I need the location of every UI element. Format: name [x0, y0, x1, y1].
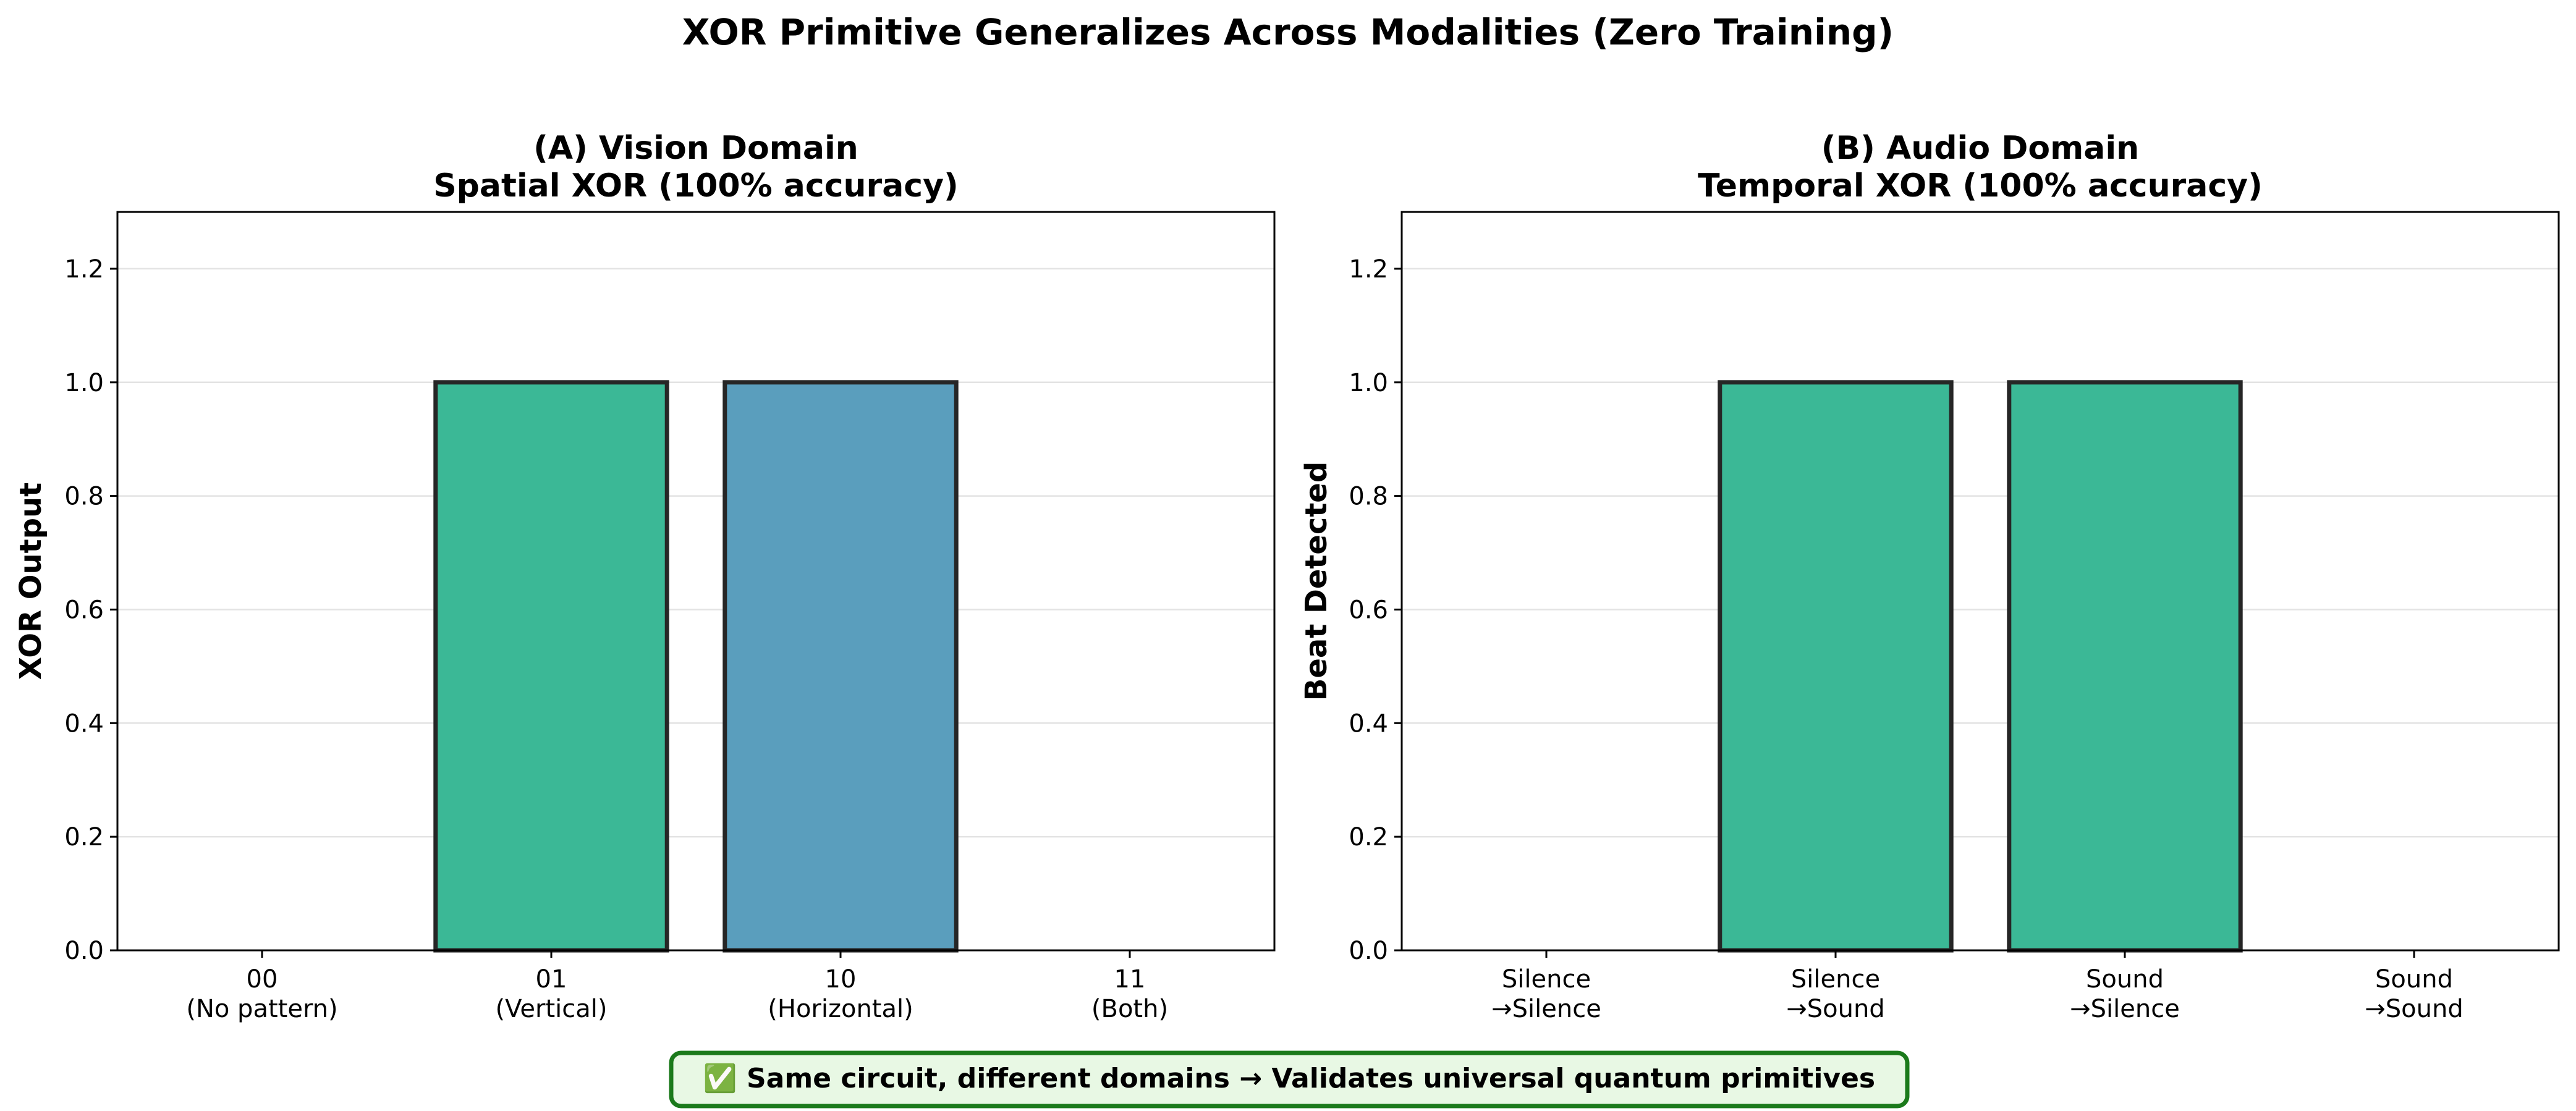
footer-note-text: ✅ Same circuit, different domains → Vali… [703, 1063, 1875, 1094]
x-tick-label: Silence [1502, 965, 1591, 994]
axes-frame [116, 211, 1276, 952]
y-axis-label: XOR Output [14, 483, 48, 680]
x-tick-label: (Both) [1091, 995, 1168, 1023]
x-tick-label: (Vertical) [496, 995, 608, 1023]
x-tick-label: 00 [247, 965, 278, 994]
x-tick-label: Sound [2375, 965, 2453, 994]
y-tick-label: 1.0 [64, 369, 104, 397]
y-tick-label: 1.2 [1349, 255, 1388, 284]
x-tick-label: (No pattern) [186, 995, 337, 1023]
y-tick-label: 0.2 [1349, 823, 1388, 851]
bar [722, 380, 959, 953]
x-tick-label: →Silence [2070, 995, 2180, 1023]
panel-title-line2: Temporal XOR (100% accuracy) [1698, 167, 2263, 205]
x-tick-label: →Sound [1786, 995, 1884, 1023]
y-tick-label: 0.4 [1349, 709, 1388, 738]
x-tick-label: Silence [1791, 965, 1880, 994]
x-tick-label: →Sound [2365, 995, 2463, 1023]
figure-title: XOR Primitive Generalizes Across Modalit… [682, 11, 1894, 53]
x-tick-label: 01 [536, 965, 567, 994]
panel-audio-chart: 0.00.20.40.60.81.01.2Silence→SilenceSile… [1299, 130, 2560, 1023]
bar [2007, 380, 2243, 953]
y-tick-label: 0.6 [1349, 596, 1388, 624]
y-tick-label: 0.0 [64, 937, 104, 965]
x-tick-label: (Horizontal) [768, 995, 913, 1023]
footer-note-box: ✅ Same circuit, different domains → Vali… [669, 1050, 1910, 1109]
panel-title-line2: Spatial XOR (100% accuracy) [433, 167, 959, 205]
x-tick-label: Sound [2086, 965, 2164, 994]
y-tick-label: 1.0 [1349, 369, 1388, 397]
y-tick-label: 1.2 [64, 255, 104, 284]
y-axis-label: Beat Detected [1299, 462, 1334, 701]
footer-note-background [669, 1050, 1910, 1109]
y-tick-label: 0.4 [64, 709, 104, 738]
y-tick-label: 0.2 [64, 823, 104, 851]
y-tick-label: 0.6 [64, 596, 104, 624]
bar [1718, 380, 1954, 953]
panel-vision-chart: 0.0 0.2 0.4 0.6 0.8 1.0 1.2 00(No pattern) 01(Ve… [14, 130, 1276, 1023]
x-tick-label: →Silence [1491, 995, 1601, 1023]
panel-title-line1: (A) Vision Domain [533, 130, 858, 167]
x-tick-label: 11 [1114, 965, 1146, 994]
bar [433, 380, 669, 953]
axes-frame [1400, 211, 2560, 952]
panel-title-line1: (B) Audio Domain [1821, 130, 2139, 167]
y-tick-label: 0.8 [1349, 483, 1388, 511]
y-tick-label: 0.0 [1349, 937, 1388, 965]
y-tick-label: 0.8 [64, 483, 104, 511]
x-tick-label: 10 [825, 965, 857, 994]
